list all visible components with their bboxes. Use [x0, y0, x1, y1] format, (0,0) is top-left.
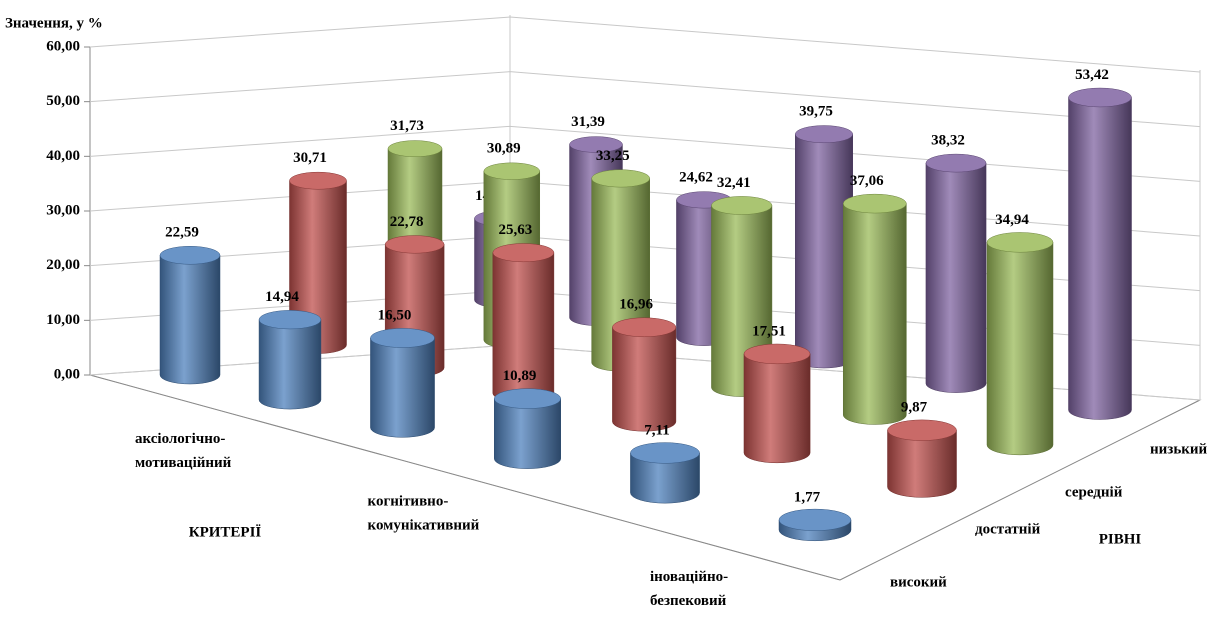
cylinder-top: [630, 442, 700, 464]
cylinder-top: [778, 508, 852, 531]
cylinder-top: [387, 140, 443, 158]
cylinder: [887, 429, 957, 498]
y-tick-label: 20,00: [46, 257, 80, 273]
cylinder-top: [492, 243, 555, 263]
cylinder-top: [612, 317, 677, 338]
cylinder-top: [289, 171, 347, 190]
value-label: 24,62: [679, 169, 713, 185]
value-label: 25,63: [498, 222, 532, 238]
cylinder-top: [925, 153, 987, 173]
cylinder-top: [743, 343, 811, 365]
value-label: 39,75: [799, 104, 833, 120]
value-label: 16,96: [619, 297, 653, 313]
cylinder-top: [986, 232, 1054, 253]
cylinder-top: [591, 169, 650, 188]
cylinder-top: [384, 235, 445, 254]
value-label: 31,73: [390, 118, 424, 134]
cylinder: [842, 203, 907, 425]
value-label: 34,94: [995, 212, 1029, 228]
x-axis-title: КРИТЕРІЇ: [189, 524, 262, 540]
y-tick-label: 0,00: [54, 366, 80, 382]
cylinder-top: [795, 125, 853, 144]
value-label: 7,11: [644, 422, 669, 438]
value-label: 32,41: [717, 175, 751, 191]
value-label: 9,87: [901, 400, 928, 416]
cylinder-top: [159, 246, 221, 265]
grid-line: [89, 16, 1201, 73]
x-tick-label: когнітивно-комунікативний: [368, 494, 480, 534]
x-tick-label: аксіологічно-мотиваційний: [135, 431, 232, 471]
y-tick-label: 30,00: [46, 202, 80, 218]
value-label: 31,39: [571, 114, 605, 130]
cylinder: [258, 319, 322, 410]
cylinder-top: [711, 196, 773, 215]
cylinder: [1068, 97, 1132, 420]
cylinder: [986, 242, 1054, 456]
cylinder-top: [483, 162, 541, 180]
value-label: 14,94: [265, 289, 299, 305]
series-label: низький: [1150, 441, 1208, 457]
grid-line: [89, 125, 1201, 182]
cylinder: [630, 452, 700, 504]
cylinder: [743, 353, 811, 464]
floor-edge: [89, 374, 1201, 581]
value-label: 30,71: [293, 150, 327, 166]
cylinder-top: [842, 193, 907, 214]
cylinder: [370, 337, 435, 438]
series-label: високий: [890, 574, 947, 590]
y-tick-label: 50,00: [46, 93, 80, 109]
z-axis-title: РІВНІ: [1099, 531, 1142, 547]
cylinder-top: [258, 310, 322, 330]
cylinder: [494, 398, 561, 469]
value-label: 38,32: [931, 133, 965, 149]
cylinder-top: [887, 419, 957, 441]
x-tick-label: іноваційно-безпековий: [650, 569, 728, 609]
value-label: 1,77: [794, 489, 821, 505]
y-tick-label: 10,00: [46, 312, 80, 328]
value-label: 37,06: [850, 173, 884, 189]
cylinder: [925, 162, 987, 393]
y-axis-title: Значення, у %: [5, 15, 103, 31]
grid-line: [89, 71, 1201, 128]
series-label: середній: [1065, 484, 1123, 500]
cylinder: [159, 255, 221, 385]
series-label: достатній: [975, 521, 1041, 537]
value-label: 16,50: [378, 307, 412, 323]
cylinder-top: [569, 136, 623, 153]
y-tick-label: 60,00: [46, 38, 80, 54]
value-label: 33,25: [596, 148, 630, 164]
cylinder-top: [370, 328, 435, 348]
cylinder-top: [494, 388, 561, 409]
value-label: 30,89: [487, 141, 521, 157]
cylinder: [612, 327, 677, 432]
value-label: 17,51: [752, 323, 786, 339]
value-label: 10,89: [503, 368, 537, 384]
value-label: 22,59: [165, 225, 199, 241]
cylinder-top: [1068, 87, 1132, 108]
value-label: 53,42: [1075, 67, 1109, 83]
value-label: 22,78: [390, 214, 424, 230]
y-tick-label: 40,00: [46, 148, 80, 164]
